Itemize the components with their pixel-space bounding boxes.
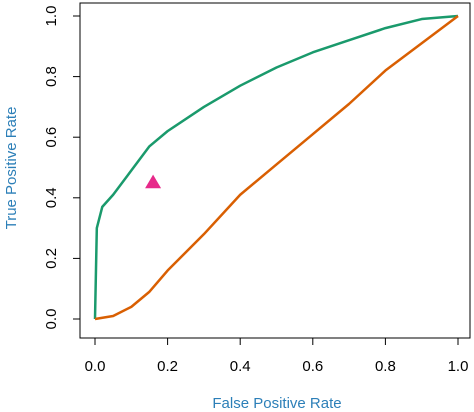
x-axis-label: False Positive Rate [212,395,341,412]
y-tick-label: 0.0 [43,309,60,330]
y-axis-label: True Positive Rate [3,107,20,230]
x-tick-label: 0.8 [375,358,396,375]
x-tick-label: 0.0 [85,358,106,375]
y-tick-label: 0.2 [43,248,60,269]
y-tick-label: 1.0 [43,6,60,27]
y-tick-label: 0.4 [43,187,60,208]
x-tick-label: 0.2 [157,358,178,375]
point-marker [145,174,162,189]
roc-curve [94,15,459,321]
x-tick-label: 0.4 [230,358,251,375]
y-tick-label: 0.8 [43,66,60,87]
roc-curve [93,14,459,320]
plot-box [79,2,471,339]
x-tick-label: 0.6 [302,358,323,375]
x-tick-label: 1.0 [448,358,469,375]
y-tick-label: 0.6 [43,127,60,148]
